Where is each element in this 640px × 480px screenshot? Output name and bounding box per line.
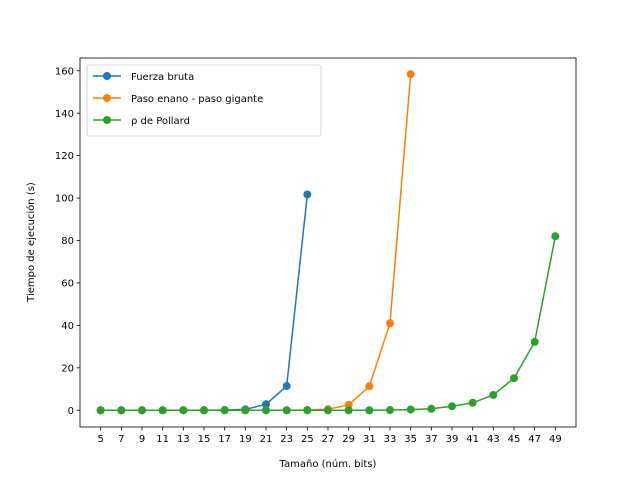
x-tick-label: 11 — [156, 434, 169, 445]
x-tick-label: 27 — [322, 434, 335, 445]
y-tick-label: 60 — [61, 279, 74, 290]
y-tick-label: 160 — [55, 66, 74, 77]
series-3-point — [262, 406, 270, 415]
x-tick-label: 13 — [177, 434, 190, 445]
legend-label: Fuerza bruta — [131, 72, 194, 83]
axes-layer: 5 7 9 11 13 15 17 19 21 23 25 27 29 31 33 35 37 39 41 43 45 4… — [55, 57, 577, 445]
series-2-point — [386, 319, 394, 328]
legend: Fuerza bruta Paso enano - paso gigante ρ d… — [86, 64, 322, 137]
x-tick-label: 39 — [446, 434, 459, 445]
series-3-point — [510, 374, 518, 383]
legend-label: Paso enano - paso gigante — [131, 94, 263, 105]
x-tick-label: 9 — [139, 434, 145, 445]
x-tick-label: 49 — [549, 434, 562, 445]
x-tick-label: 7 — [118, 434, 124, 445]
series-layer — [96, 70, 560, 415]
legend-swatch-marker — [103, 94, 111, 102]
series-3-point — [220, 406, 229, 415]
series-1-point — [282, 382, 291, 391]
x-tick-label: 19 — [239, 434, 252, 445]
x-tick-label: 21 — [260, 434, 273, 445]
x-tick-label: 29 — [342, 434, 355, 445]
series-2-point — [406, 70, 415, 79]
y-tick-label: 120 — [55, 151, 74, 162]
y-tick-label: 100 — [55, 194, 74, 205]
series-3-point — [406, 405, 415, 414]
x-tick-label: 47 — [528, 434, 541, 445]
legend-entry: ρ de Pollard — [93, 116, 190, 127]
legend-entry: Fuerza bruta — [93, 72, 194, 83]
series-3-point — [551, 232, 560, 241]
y-axis-label: Tiempo de ejecución (s) — [25, 182, 37, 303]
series-1-point — [262, 400, 270, 409]
series-3-point — [530, 337, 539, 346]
series-3-point — [117, 406, 126, 415]
series-3-point — [344, 406, 353, 415]
series-3-point — [96, 406, 105, 415]
x-tick-label: 5 — [97, 434, 103, 445]
series-3-point — [158, 406, 167, 415]
legend-swatch-marker — [103, 72, 111, 80]
y-tick-label: 80 — [61, 236, 74, 247]
series-3-point — [489, 390, 498, 399]
series-3-point — [468, 398, 477, 407]
series-3-point — [386, 406, 394, 415]
x-tick-label: 45 — [508, 434, 521, 445]
legend-label: ρ de Pollard — [131, 116, 190, 127]
series-3-point — [138, 406, 146, 415]
y-tick-label: 20 — [61, 363, 74, 374]
y-tick-label: 40 — [61, 321, 74, 332]
series-3-point — [200, 406, 208, 415]
x-axis-label: Tamaño (núm. bits) — [279, 458, 377, 470]
legend-entry: Paso enano - paso gigante — [93, 94, 263, 105]
x-tick-label: 33 — [384, 434, 397, 445]
x-tick-label: 23 — [280, 434, 293, 445]
series-1-point — [303, 190, 312, 199]
series-3-point — [179, 406, 188, 415]
x-tick-label: 35 — [404, 434, 417, 445]
y-tick-label: 140 — [55, 109, 74, 120]
legend-box — [86, 64, 322, 137]
series-2-point — [365, 382, 374, 391]
x-tick-label: 17 — [218, 434, 231, 445]
series-3-point — [241, 406, 250, 415]
x-tick-label: 25 — [301, 434, 314, 445]
series-3-point — [282, 406, 291, 415]
series-3-point — [448, 402, 456, 411]
x-tick-label: 41 — [466, 434, 479, 445]
x-tick-label: 31 — [363, 434, 376, 445]
series-3 — [96, 232, 560, 415]
legend-swatch-marker — [103, 116, 111, 124]
series-3-point — [303, 406, 312, 415]
x-tick-label: 15 — [198, 434, 211, 445]
series-3-point — [427, 404, 436, 413]
x-tick-label: 37 — [425, 434, 438, 445]
series-3-point — [324, 406, 332, 415]
y-tick-label: 0 — [68, 406, 74, 417]
series-3-point — [365, 406, 374, 415]
x-tick-label: 43 — [487, 434, 500, 445]
